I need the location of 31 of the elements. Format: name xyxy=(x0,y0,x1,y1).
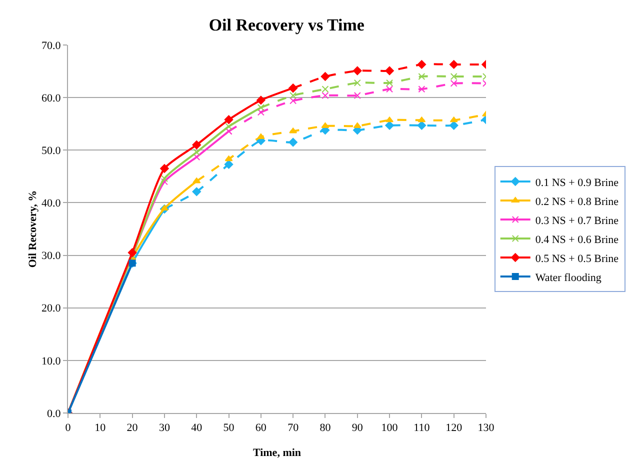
x-tick-label: 100 xyxy=(381,422,398,434)
y-tick-label: 70.0 xyxy=(42,40,62,52)
x-tick-label: 10 xyxy=(94,422,106,434)
x-tick-label: 50 xyxy=(223,422,235,434)
chart-title: Oil Recovery vs Time xyxy=(208,15,365,34)
legend-label: 0.3 NS + 0.7 Brine xyxy=(535,214,619,227)
x-tick-label: 80 xyxy=(320,422,332,434)
y-tick-label: 60.0 xyxy=(42,92,62,104)
legend-label: 0.4 NS + 0.6 Brine xyxy=(535,234,619,246)
x-tick-label: 0 xyxy=(65,422,72,434)
x-tick-label: 20 xyxy=(126,422,138,434)
legend-label: 0.2 NS + 0.8 Brine xyxy=(535,196,619,208)
y-tick-label: 20.0 xyxy=(42,302,62,315)
x-tick-label: 130 xyxy=(478,422,495,434)
legend-label: 0.1 NS + 0.9 Brine xyxy=(535,176,619,189)
y-axis-title: Oil Recovery, % xyxy=(27,190,39,268)
y-tick-label: 10.0 xyxy=(42,355,62,368)
x-tick-label: 40 xyxy=(191,422,203,434)
x-tick-label: 70 xyxy=(288,422,300,434)
x-tick-label: 110 xyxy=(414,422,430,434)
legend-label: 0.5 NS + 0.5 Brine xyxy=(535,252,619,265)
x-tick-label: 60 xyxy=(255,422,267,434)
legend-label: Water flooding xyxy=(535,272,602,284)
y-tick-label: 50.0 xyxy=(42,144,62,157)
x-tick-label: 30 xyxy=(158,422,170,434)
y-tick-label: 0.0 xyxy=(47,408,62,420)
x-tick-label: 120 xyxy=(446,422,463,434)
x-tick-label: 90 xyxy=(352,422,364,434)
y-tick-label: 40.0 xyxy=(42,198,62,210)
x-axis-title: Time, min xyxy=(252,447,302,459)
y-tick-label: 30.0 xyxy=(42,250,62,262)
